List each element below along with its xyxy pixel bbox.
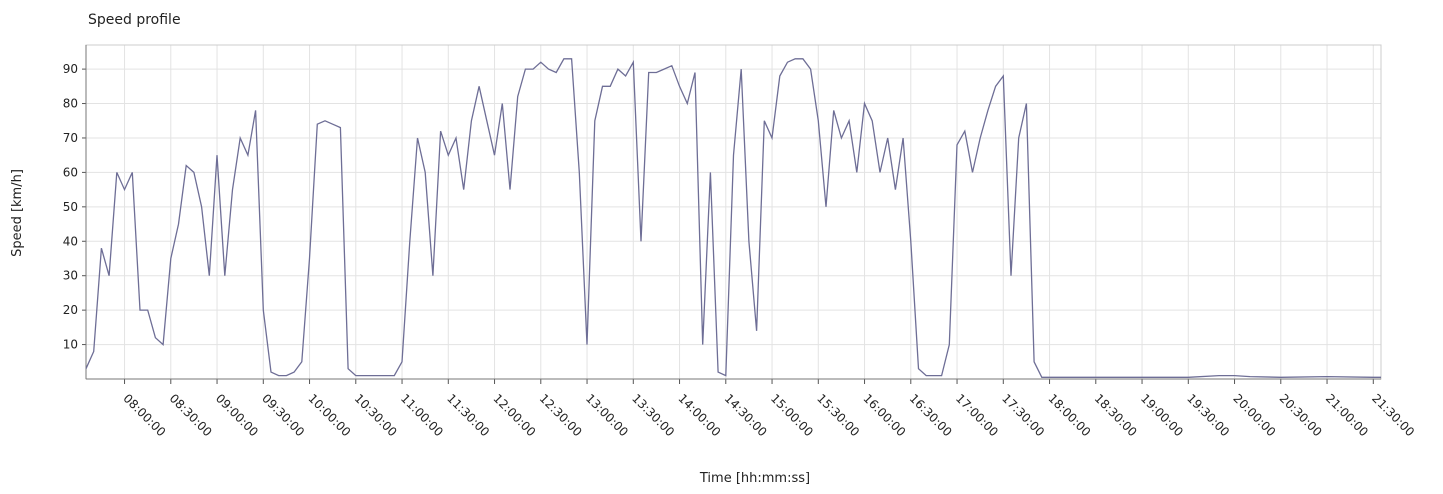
x-tick-label: 19:00:00 (1138, 391, 1186, 439)
y-tick-label: 10 (63, 338, 78, 352)
x-tick-label: 16:00:00 (860, 391, 908, 439)
x-tick-label: 18:30:00 (1092, 391, 1140, 439)
x-tick-label: 09:30:00 (259, 391, 307, 439)
x-tick-label: 14:30:00 (722, 391, 770, 439)
x-tick-label: 21:30:00 (1369, 391, 1417, 439)
y-axis-label: Speed [km/h] (10, 169, 25, 257)
x-tick-label: 14:00:00 (675, 391, 723, 439)
y-tick-label: 90 (63, 62, 78, 76)
x-tick-label: 18:00:00 (1045, 391, 1093, 439)
x-tick-label: 15:00:00 (768, 391, 816, 439)
x-tick-label: 13:00:00 (583, 391, 631, 439)
x-tick-label: 11:30:00 (444, 391, 492, 439)
y-tick-label: 80 (63, 97, 78, 111)
x-tick-label: 17:30:00 (999, 391, 1047, 439)
x-tick-label: 09:00:00 (213, 391, 261, 439)
x-tick-label: 08:00:00 (120, 391, 168, 439)
x-tick-label: 20:00:00 (1230, 391, 1278, 439)
x-axis-label: Time [hh:mm:ss] (699, 471, 810, 486)
y-tick-label: 40 (63, 234, 78, 248)
x-tick-label: 19:30:00 (1184, 391, 1232, 439)
x-tick-label: 20:30:00 (1277, 391, 1325, 439)
x-tick-label: 12:00:00 (490, 391, 538, 439)
y-tick-label: 30 (63, 269, 78, 283)
x-tick-label: 21:00:00 (1323, 391, 1371, 439)
x-tick-label: 10:30:00 (352, 391, 400, 439)
x-tick-label: 10:00:00 (305, 391, 353, 439)
x-tick-label: 11:00:00 (398, 391, 446, 439)
y-tick-label: 60 (63, 165, 78, 179)
chart-title: Speed profile (88, 12, 181, 28)
x-tick-label: 12:30:00 (537, 391, 585, 439)
x-tick-label: 16:30:00 (907, 391, 955, 439)
x-tick-label: 15:30:00 (814, 391, 862, 439)
speed-line (85, 58, 1381, 378)
x-tick-label: 08:30:00 (167, 391, 215, 439)
x-tick-label: 17:00:00 (953, 391, 1001, 439)
plot-frame (85, 44, 1382, 380)
y-tick-label: 50 (63, 200, 78, 214)
y-tick-label: 70 (63, 131, 78, 145)
y-tick-label: 20 (63, 303, 78, 317)
x-tick-label: 13:30:00 (629, 391, 677, 439)
